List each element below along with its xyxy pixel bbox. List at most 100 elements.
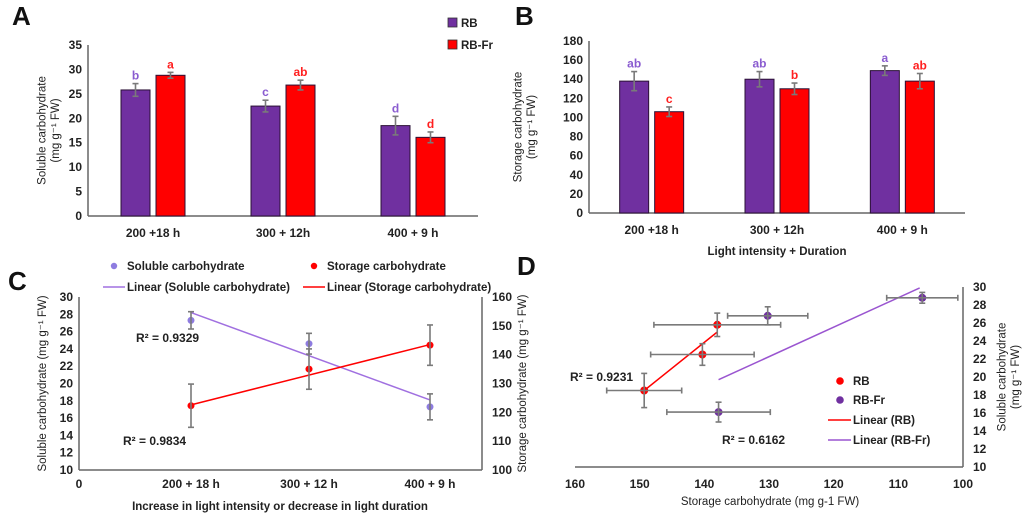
y-tick-label: 28: [60, 307, 74, 321]
x-tick-label: 400 + 9 h: [877, 223, 928, 237]
error-bar: [427, 324, 433, 367]
y-tick-label: 160: [563, 53, 583, 67]
legend-label: RB-Fr: [461, 40, 493, 52]
legend-marker-rb: [836, 377, 844, 385]
error-bar: [188, 383, 194, 429]
error-bar: [262, 99, 269, 113]
y2-tick-label: 120: [492, 405, 512, 419]
error-bar: [297, 79, 304, 91]
y-tick-label: 30: [60, 290, 74, 304]
error-bar: [306, 348, 312, 391]
y-tick-label: 22: [973, 352, 987, 366]
significance-letter: ab: [752, 57, 766, 71]
significance-letter: d: [427, 117, 434, 131]
error-bar: [756, 70, 763, 88]
x-axis-title: Storage carbohydrate (mg g-1 FW): [681, 496, 859, 508]
significance-letter: ab: [627, 57, 641, 71]
panel-c: C 10 12 14 16 18 20 22 24 26 28 30 100 110 120 130 140 15…: [8, 261, 512, 513]
legend-label: Linear (RB-Fr): [853, 435, 930, 447]
legend: Soluble carbohydrate Storage carbohydrate…: [103, 261, 491, 294]
axis-title-line: Soluble carbohydrate (mg g⁻¹ FW): [37, 295, 49, 471]
y-tick-label: 80: [570, 130, 584, 144]
trendline-rb: [643, 331, 718, 392]
y-tick-label: 14: [60, 428, 74, 442]
legend-label: RB: [853, 376, 870, 388]
y2-tick-label: 100: [492, 463, 512, 477]
y-tick-label: 60: [570, 149, 584, 163]
significance-letter: b: [791, 68, 798, 82]
error-bar: [188, 310, 194, 330]
legend-label: RB-Fr: [853, 395, 885, 407]
bar-rb: [120, 89, 151, 217]
bar-rb: [250, 105, 281, 217]
legend-marker-soluble: [110, 262, 118, 270]
axis-title-line: (mg g⁻¹ FW): [1010, 345, 1022, 409]
y-tick-label: 30: [973, 280, 987, 294]
x-tick-label: 200 +18 h: [624, 223, 678, 237]
y-tick-label: 26: [973, 316, 987, 330]
significance-letter: c: [262, 85, 269, 99]
axis-title-line: (mg g⁻¹ FW): [50, 98, 62, 162]
bar-rb: [380, 125, 411, 217]
y-tick-label: 26: [60, 325, 74, 339]
y-axis-title: Storage carbohydrate (mg g⁻¹ FW): [512, 72, 538, 183]
x-tick-label: 130: [759, 477, 779, 491]
error-bar: [392, 115, 399, 136]
bar-rb: [619, 80, 650, 214]
x-tick-label: 200 + 18 h: [162, 477, 220, 491]
x-tick-label: 110: [889, 477, 909, 491]
bar-rb-fr: [415, 136, 446, 217]
y-tick-label: 12: [973, 442, 987, 456]
significance-letter: ab: [913, 58, 927, 72]
legend-label: Soluble carbohydrate: [127, 261, 245, 273]
y-tick-label: 20: [60, 377, 74, 391]
y2-tick-label: 130: [492, 377, 512, 391]
error-bar-vertical: [641, 372, 648, 409]
x-tick-label: 400 + 9 h: [387, 226, 438, 240]
y-tick-label: 18: [60, 394, 74, 408]
bar-rb: [869, 70, 900, 214]
y-tick-label: 10: [973, 460, 987, 474]
r-squared-storage: R² = 0.9834: [123, 434, 186, 448]
trendline-soluble: [190, 311, 431, 401]
y-tick-label: 0: [75, 209, 82, 223]
legend-label: Linear (RB): [853, 415, 915, 427]
error-bar: [427, 131, 434, 144]
significance-letter: a: [167, 57, 174, 71]
y-tick-label: 16: [60, 411, 74, 425]
x-tick-label: 300 + 12h: [256, 226, 310, 240]
y2-tick-label: 160: [492, 290, 512, 304]
legend-label: Linear (Storage carbohydrate): [327, 282, 491, 294]
y-tick-label: 16: [973, 406, 987, 420]
x-tick-label: 160: [565, 477, 585, 491]
significance-letter: d: [392, 101, 399, 115]
y-tick-label: 20: [570, 187, 584, 201]
error-bar: [167, 71, 174, 80]
y-tick-label: 20: [69, 111, 83, 125]
y-tick-label: 40: [570, 168, 584, 182]
x-tick-label: 120: [824, 477, 844, 491]
y-axis-title-right: Storage carbohydrate (mg g⁻¹ FW): [517, 294, 529, 472]
x-axis-title: Increase in light intensity or decrease …: [132, 501, 428, 513]
y-axis-title: Soluble carbohydrate (mg g⁻¹ FW): [36, 76, 62, 185]
bar-rb: [744, 78, 775, 214]
bar-rb-fr: [654, 111, 685, 214]
significance-letter: a: [881, 51, 888, 65]
x-tick-label: 140: [694, 477, 714, 491]
y-tick-label: 10: [69, 160, 83, 174]
y2-tick-label: 150: [492, 319, 512, 333]
error-bar: [791, 82, 798, 96]
r-squared-rb-fr: R² = 0.6162: [722, 433, 785, 447]
y-tick-label: 28: [973, 298, 987, 312]
panel-label: A: [12, 1, 31, 31]
error-bar: [132, 82, 139, 98]
axis-title-line: Storage carbohydrate (mg g⁻¹ FW): [517, 294, 529, 472]
r-squared-rb: R² = 0.9231: [570, 370, 633, 384]
legend-label: RB: [461, 18, 478, 30]
axis-title-line: Soluble carbohydrate: [36, 76, 48, 185]
trendline-rb-fr: [718, 287, 920, 381]
bar-rb-fr: [779, 88, 810, 214]
